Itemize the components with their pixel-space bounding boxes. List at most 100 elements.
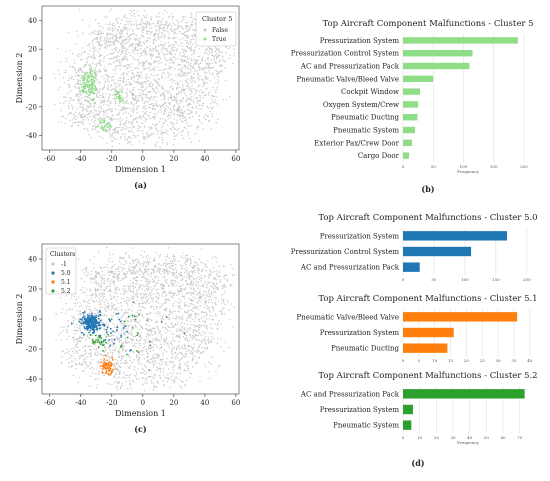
point-background [119, 117, 120, 118]
point-background [183, 336, 184, 337]
point-background [184, 305, 185, 306]
point-background [136, 264, 137, 265]
point-background [168, 91, 169, 92]
point-background [133, 291, 134, 292]
point-background [136, 270, 137, 271]
point-background [79, 112, 80, 113]
point-background [165, 262, 166, 263]
point-background [131, 76, 132, 77]
point-background [179, 132, 180, 133]
point-background [154, 258, 155, 259]
point-background [130, 38, 131, 39]
point-background [156, 31, 157, 32]
point-background [173, 49, 174, 50]
point-background [143, 107, 144, 108]
point-background [136, 372, 137, 373]
point-background [145, 271, 146, 272]
point-background [147, 47, 148, 48]
point-background [208, 343, 209, 344]
point-background [202, 299, 203, 300]
point-background [109, 63, 110, 64]
point-background [193, 288, 194, 289]
point-background [72, 53, 73, 54]
point-background [186, 267, 187, 268]
point-background [165, 323, 166, 324]
point-background [216, 55, 217, 56]
point-background [182, 331, 183, 332]
point-background [151, 290, 152, 291]
point-background [213, 338, 214, 339]
point-background [137, 135, 138, 136]
point-background [66, 339, 67, 340]
point-background [211, 52, 212, 53]
point-background [146, 31, 147, 32]
point-background [203, 316, 204, 317]
point-background [215, 82, 216, 83]
point-background [132, 11, 133, 12]
point-background [56, 313, 57, 314]
point-background [149, 257, 150, 258]
point-background [76, 310, 77, 311]
point-background [192, 285, 193, 286]
point-background [216, 89, 217, 90]
point-background [187, 68, 188, 69]
point-background [170, 260, 171, 261]
point-background [115, 47, 116, 48]
point-background [113, 36, 114, 37]
point-background [151, 70, 152, 71]
point-background [125, 253, 126, 254]
point-background [108, 346, 109, 347]
point-background [182, 55, 183, 56]
point-background [95, 129, 96, 130]
point-background [135, 137, 136, 138]
point-background [150, 63, 151, 64]
point-background [98, 107, 99, 108]
point-background [125, 122, 126, 123]
point-background [128, 113, 129, 114]
point-background [63, 116, 64, 117]
point-background [186, 37, 187, 38]
point-background [149, 23, 150, 24]
point-true [83, 88, 85, 90]
point-background [139, 261, 140, 262]
point-background [197, 73, 198, 74]
point-background [136, 339, 137, 340]
point-background [185, 330, 186, 331]
point-background [108, 278, 109, 279]
point-background [187, 104, 188, 105]
point-background [141, 300, 142, 301]
point-background [117, 274, 118, 275]
point-background [146, 96, 147, 97]
point-background [136, 74, 137, 75]
point-background [149, 77, 150, 78]
point-background [191, 35, 192, 36]
point-background [186, 335, 187, 336]
y-tick-label: 20 [28, 46, 37, 54]
point-background [197, 287, 198, 288]
point-background [148, 298, 149, 299]
point-background [152, 328, 153, 329]
point-background [78, 382, 79, 383]
point-background [139, 357, 140, 358]
point-background [128, 367, 129, 368]
point-background [211, 128, 212, 129]
point-background [212, 114, 213, 115]
point-background [146, 78, 147, 79]
point-background [132, 90, 133, 91]
point-background [143, 266, 144, 267]
point-background [79, 313, 80, 314]
point-background [117, 55, 118, 56]
point-background [115, 28, 116, 29]
point-background [176, 122, 177, 123]
point-background [164, 299, 165, 300]
point-background [181, 319, 182, 320]
point-background [129, 308, 130, 309]
point-background [137, 82, 138, 83]
point-background [104, 293, 105, 294]
point-background [213, 310, 214, 311]
point-background [189, 57, 190, 58]
point-background [88, 309, 89, 310]
point-background [185, 255, 186, 256]
point-background [115, 69, 116, 70]
point-background [86, 100, 87, 101]
